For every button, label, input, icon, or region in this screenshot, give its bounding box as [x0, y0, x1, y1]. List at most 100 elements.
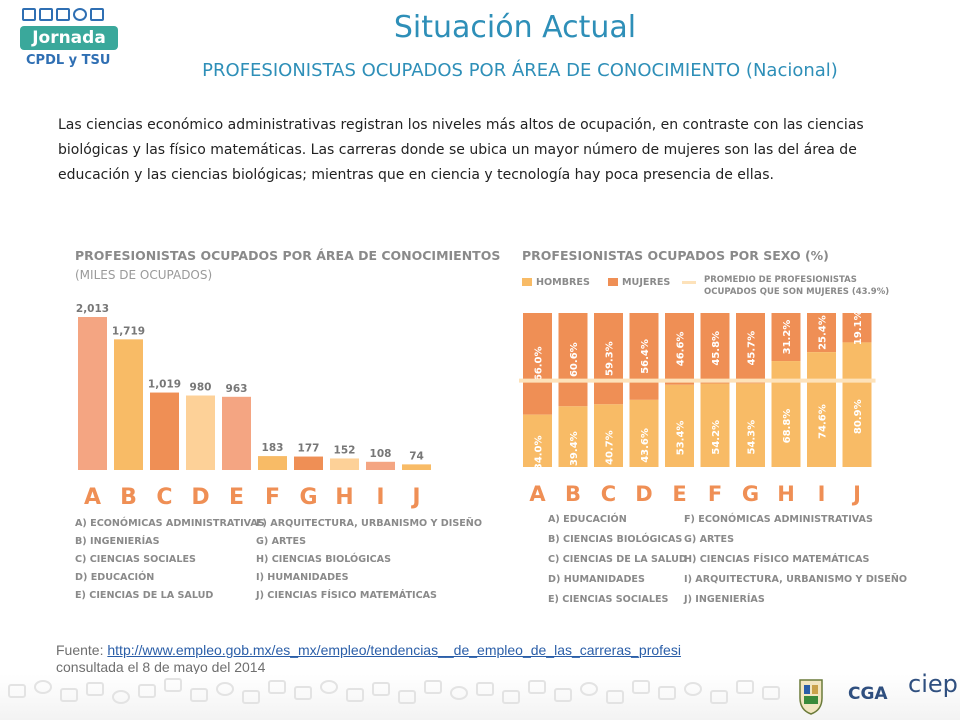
footer-monitor-icon: [8, 684, 26, 698]
chart2-legend-item: H) CIENCIAS FÍSICO MATEMÁTICAS: [684, 554, 870, 565]
chart2-hombres-label: 54.3%: [747, 420, 758, 455]
chart1-value-label: 1,019: [148, 379, 181, 391]
chart2-hombres-label: 80.9%: [853, 399, 864, 434]
chart1-legend-item: F) ARQUITECTURA, URBANISMO Y DISEÑO: [256, 518, 482, 529]
chart1-legend-item: I) HUMANIDADES: [256, 572, 349, 583]
chart2-hombres-bar-J: [842, 342, 872, 467]
chart1-legend-item: C) CIENCIAS SOCIALES: [75, 554, 196, 565]
ciep-logo: ciep: [908, 670, 958, 698]
footer-monitor-icon-2: [164, 678, 182, 692]
chart1-category-label: C: [156, 485, 172, 510]
footer-calendar-icon-4: [476, 682, 494, 696]
chart1-bar-G: [294, 456, 323, 470]
chart1-title: PROFESIONISTAS OCUPADOS POR ÁREA DE CONO…: [75, 248, 501, 263]
legend-mujeres-label: MUJERES: [622, 277, 671, 288]
chart2-category-label: C: [601, 482, 616, 506]
page-title: Situación Actual: [393, 10, 637, 45]
footer-book-icon: [138, 684, 156, 698]
chart1-bar-F: [258, 456, 287, 470]
chart1-legend-item: B) INGENIERÍAS: [75, 536, 160, 547]
chart1-value-label: 177: [298, 443, 320, 455]
intro-paragraph: Las ciencias económico administrativas r…: [58, 117, 864, 183]
legend-promedio-label1: PROMEDIO DE PROFESIONISTAS: [704, 275, 857, 285]
chart2-category-label: I: [818, 482, 826, 506]
chart2-mujeres-label: 46.6%: [676, 332, 687, 367]
footer-building-icon-4: [502, 690, 520, 704]
chart1-category-label: G: [299, 485, 317, 510]
footer-book-icon-3: [398, 690, 416, 704]
chart2-mujeres-label: 56.4%: [640, 339, 651, 374]
footer-calendar-icon-5: [606, 690, 624, 704]
page-subtitle: PROFESIONISTAS OCUPADOS POR ÁREA DE CONO…: [202, 60, 838, 81]
footer-clock-icon-2: [112, 690, 130, 704]
chart1-legend-item: G) ARTES: [256, 536, 306, 547]
chart2-legend-item: I) ARQUITECTURA, URBANISMO Y DISEÑO: [684, 574, 908, 585]
chart2-hombres-label: 39.4%: [569, 431, 580, 466]
chart1-value-label: 108: [370, 448, 392, 460]
source-link[interactable]: http://www.empleo.gob.mx/es_mx/empleo/te…: [107, 642, 681, 658]
chart2-mujeres-bar-G: [736, 313, 765, 384]
chart2-hombres-label: 68.8%: [782, 409, 793, 444]
chart1-bar-C: [150, 392, 179, 470]
chart2-mujeres-bar-D: [629, 313, 659, 400]
chart1-bar-I: [366, 461, 395, 470]
chart1-bar-A: [78, 317, 107, 470]
footer-clock-icon-7: [684, 682, 702, 696]
chart2-category-label: B: [565, 482, 581, 506]
chart2-category-label: H: [777, 482, 795, 506]
footer-monitor-icon-6: [710, 690, 728, 704]
chart2-hombres-label: 54.2%: [711, 420, 722, 455]
chart2-legend-item: J) INGENIERÍAS: [684, 594, 765, 605]
chart2-mujeres-label: 59.3%: [605, 341, 616, 376]
monitor-icon: [56, 8, 70, 21]
footer-clock-icon-3: [216, 682, 234, 696]
chart2-hombres-bar-E: [665, 384, 694, 467]
building-icon: [22, 8, 36, 21]
chart2-hombres-label: 40.7%: [605, 430, 616, 465]
chart1-category-label: B: [120, 485, 137, 510]
chart1-legend-item: E) CIENCIAS DE LA SALUD: [75, 590, 214, 601]
chart1-category-label: E: [229, 485, 244, 510]
jornada-logo: Jornada CPDL y TSU: [16, 8, 128, 70]
chart2-mujeres-bar-J: [842, 313, 872, 343]
chart2-category-label: F: [708, 482, 722, 506]
chart2-mujeres-bar-B: [558, 313, 588, 407]
logo-icons: [22, 8, 104, 21]
chart2-mujeres-label: 19.1%: [853, 310, 864, 345]
chart2-category-label: E: [672, 482, 686, 506]
chart2-category-label: G: [742, 482, 759, 506]
chart2-hombres-bar-I: [807, 352, 836, 467]
chart1-bar-E: [222, 396, 251, 470]
chart2-mujeres-bar-E: [665, 313, 694, 385]
chart1-value-label: 2,013: [76, 303, 109, 315]
chart2-legend-item: D) HUMANIDADES: [548, 574, 645, 585]
clock-icon: [73, 8, 87, 21]
chart1-category-label: F: [265, 485, 280, 510]
chart2-hombres-bar-B: [558, 406, 588, 467]
chart1-legend-item: A) ECONÓMICAS ADMINISTRATIVAS: [75, 518, 265, 529]
chart2-mujeres-bar-C: [594, 313, 623, 405]
chart2-legend-item: F) ECONÓMICAS ADMINISTRATIVAS: [684, 514, 873, 525]
chart2-mujeres-label: 25.4%: [818, 315, 829, 350]
chart2-category-label: D: [635, 482, 652, 506]
chart1-legend-item: J) CIENCIAS FÍSICO MATEMÁTICAS: [256, 590, 437, 601]
logo-sub: CPDL y TSU: [26, 53, 111, 68]
chart2-category-label: A: [529, 482, 546, 506]
footer-building-icon-6: [762, 686, 780, 700]
footer-clock-icon-5: [450, 686, 468, 700]
legend-mujeres-swatch: [608, 278, 618, 286]
footer-calendar-icon-2: [190, 688, 208, 702]
chart2-legend-item: A) EDUCACIÓN: [548, 514, 627, 525]
chart2-mujeres-bar-F: [700, 313, 730, 384]
chart2-hombres-bar-G: [736, 383, 765, 467]
chart2-hombres-label: 43.6%: [640, 428, 651, 463]
calendar-icon: [39, 8, 53, 21]
chart1-category-label: A: [84, 485, 101, 510]
legend-hombres-swatch: [522, 278, 532, 286]
chart2-hombres-bar-D: [629, 399, 659, 467]
chart1-legend-col2: F) ARQUITECTURA, URBANISMO Y DISEÑO G) AR…: [256, 518, 482, 608]
chart1-category-label: I: [376, 485, 384, 510]
footer-clock-icon-4: [320, 680, 338, 694]
footer-monitor-icon-3: [294, 686, 312, 700]
chart2-hombres-label: 53.4%: [676, 421, 687, 456]
